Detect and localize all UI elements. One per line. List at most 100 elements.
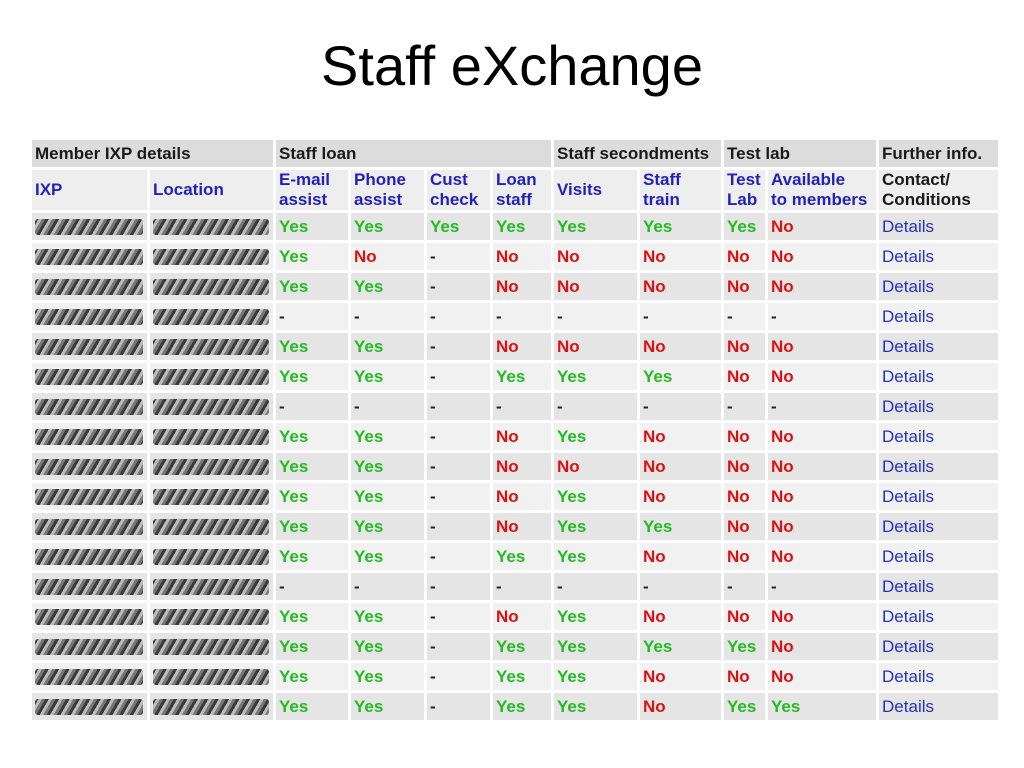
section-header: Member IXP details <box>32 140 276 167</box>
value-cell: No <box>554 243 641 270</box>
value-cell: Yes <box>493 633 555 660</box>
column-header: IXP <box>32 170 150 210</box>
value-cell: No <box>768 633 880 660</box>
section-header: Further info. <box>879 140 999 167</box>
redacted-text <box>35 638 143 655</box>
redacted-text <box>153 578 269 595</box>
value-cell: Yes <box>724 633 769 660</box>
value-cell: - <box>554 393 641 420</box>
value-cell: Yes <box>640 213 725 240</box>
details-link[interactable]: Details <box>879 543 999 570</box>
value-cell: - <box>427 243 493 270</box>
location-cell <box>150 693 276 720</box>
value-cell: - <box>768 303 880 330</box>
details-link[interactable]: Details <box>879 273 999 300</box>
column-header: Contact/ Conditions <box>879 170 999 210</box>
redacted-text <box>35 488 143 505</box>
redacted-text <box>35 578 143 595</box>
location-cell <box>150 633 276 660</box>
column-header: Visits <box>554 170 641 210</box>
value-cell: No <box>640 543 725 570</box>
value-cell: - <box>724 393 769 420</box>
location-cell <box>150 273 276 300</box>
value-cell: Yes <box>554 663 641 690</box>
ixp-cell <box>32 303 150 330</box>
page-title: Staff eXchange <box>321 34 703 97</box>
details-link[interactable]: Details <box>879 453 999 480</box>
value-cell: No <box>768 513 880 540</box>
value-cell: - <box>351 303 427 330</box>
value-cell: No <box>493 243 555 270</box>
ixp-cell <box>32 243 150 270</box>
value-cell: Yes <box>351 273 427 300</box>
table-row: Yes Yes - Yes Yes Yes No No Details <box>32 363 999 390</box>
ixp-cell <box>32 543 150 570</box>
value-cell: - <box>724 303 769 330</box>
details-link[interactable]: Details <box>879 423 999 450</box>
redacted-text <box>35 668 143 685</box>
ixp-cell <box>32 573 150 600</box>
value-cell: No <box>351 243 427 270</box>
value-cell: No <box>640 243 725 270</box>
value-cell: Yes <box>768 693 880 720</box>
section-header: Test lab <box>724 140 880 167</box>
redacted-text <box>35 608 143 625</box>
column-header: Loan staff <box>493 170 555 210</box>
location-cell <box>150 363 276 390</box>
value-cell: - <box>427 543 493 570</box>
ixp-cell <box>32 363 150 390</box>
value-cell: No <box>724 483 769 510</box>
value-cell: - <box>427 393 493 420</box>
location-cell <box>150 483 276 510</box>
table-row: Yes No - No No No No No Details <box>32 243 999 270</box>
value-cell: - <box>554 303 641 330</box>
ixp-cell <box>32 273 150 300</box>
details-link[interactable]: Details <box>879 483 999 510</box>
value-cell: Yes <box>554 363 641 390</box>
value-cell: No <box>640 453 725 480</box>
value-cell: - <box>427 423 493 450</box>
table-row: - - - - - - - - Details <box>32 303 999 330</box>
redacted-text <box>35 548 143 565</box>
details-link[interactable]: Details <box>879 663 999 690</box>
value-cell: No <box>768 213 880 240</box>
value-cell: Yes <box>276 603 351 630</box>
value-cell: Yes <box>276 363 351 390</box>
location-cell <box>150 393 276 420</box>
value-cell: Yes <box>276 333 351 360</box>
details-link[interactable]: Details <box>879 693 999 720</box>
table-row: Yes Yes - Yes Yes No No No Details <box>32 543 999 570</box>
details-link[interactable]: Details <box>879 393 999 420</box>
table-row: Yes Yes - No No No No No Details <box>32 333 999 360</box>
value-cell: - <box>427 603 493 630</box>
value-cell: No <box>724 543 769 570</box>
value-cell: No <box>493 333 555 360</box>
ixp-cell <box>32 213 150 240</box>
details-link[interactable]: Details <box>879 603 999 630</box>
value-cell: Yes <box>554 513 641 540</box>
value-cell: No <box>724 423 769 450</box>
details-link[interactable]: Details <box>879 303 999 330</box>
column-header: Cust check <box>427 170 493 210</box>
details-link[interactable]: Details <box>879 243 999 270</box>
value-cell: Yes <box>276 513 351 540</box>
value-cell: Yes <box>554 423 641 450</box>
ixp-cell <box>32 633 150 660</box>
value-cell: No <box>493 483 555 510</box>
table-row: Yes Yes - Yes Yes No Yes Yes Details <box>32 693 999 720</box>
ixp-cell <box>32 513 150 540</box>
value-cell: - <box>276 393 351 420</box>
details-link[interactable]: Details <box>879 633 999 660</box>
details-link[interactable]: Details <box>879 213 999 240</box>
value-cell: No <box>724 603 769 630</box>
details-link[interactable]: Details <box>879 363 999 390</box>
details-link[interactable]: Details <box>879 513 999 540</box>
location-cell <box>150 303 276 330</box>
value-cell: Yes <box>276 453 351 480</box>
redacted-text <box>153 278 269 295</box>
value-cell: No <box>768 453 880 480</box>
details-link[interactable]: Details <box>879 333 999 360</box>
location-cell <box>150 213 276 240</box>
value-cell: Yes <box>640 633 725 660</box>
details-link[interactable]: Details <box>879 573 999 600</box>
